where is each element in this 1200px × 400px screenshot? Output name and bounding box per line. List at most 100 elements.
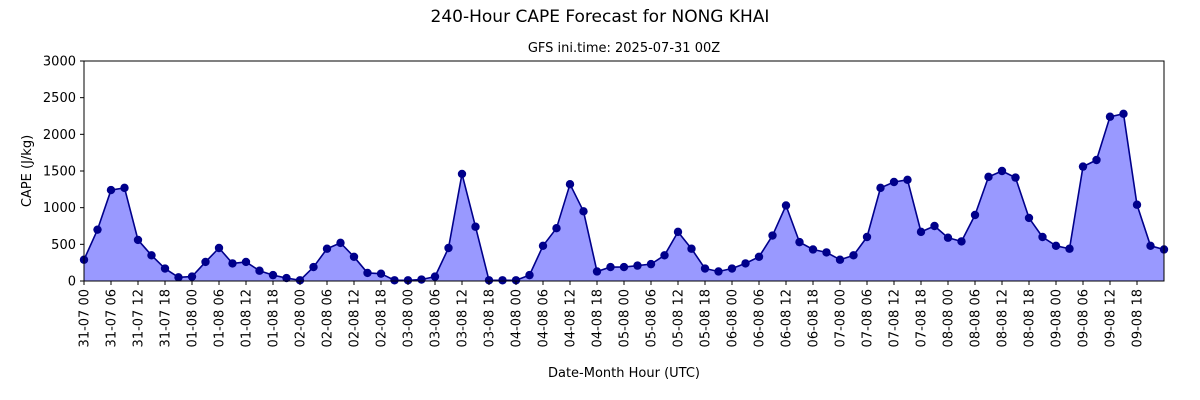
- data-point: [1011, 173, 1020, 182]
- x-tick-label: 03-08 18: [483, 289, 498, 347]
- x-tick-label: 01-08 18: [267, 289, 282, 347]
- data-point: [619, 262, 629, 272]
- chart-title: 240-Hour CAPE Forecast for NONG KHAI: [431, 7, 770, 27]
- data-point: [795, 237, 804, 247]
- data-point: [862, 232, 872, 242]
- data-point: [687, 244, 696, 253]
- data-point: [174, 273, 183, 282]
- data-point: [768, 231, 777, 240]
- data-point: [970, 210, 980, 220]
- x-tick-label: 31-07 00: [78, 289, 93, 347]
- data-point: [700, 264, 710, 273]
- x-tick-label: 31-07 06: [105, 289, 120, 347]
- data-point: [916, 227, 926, 237]
- x-tick-label: 01-08 06: [213, 289, 228, 347]
- y-axis: 0 500 1000 1500 2000 2500 3000: [43, 55, 84, 290]
- x-tick-label: 08-08 00: [942, 289, 957, 347]
- data-point: [808, 245, 818, 254]
- data-point: [363, 268, 372, 278]
- data-point: [147, 251, 156, 260]
- data-point: [1119, 109, 1128, 119]
- x-tick-label: 01-08 00: [186, 289, 201, 347]
- x-axis-label: Date-Month Hour (UTC): [548, 366, 700, 381]
- x-tick-label: 09-08 06: [1077, 289, 1092, 347]
- data-point: [376, 269, 386, 278]
- x-tick-label: 09-08 00: [1050, 289, 1065, 347]
- data-point: [1146, 241, 1155, 250]
- data-point: [835, 255, 845, 264]
- x-tick-label: 05-08 12: [672, 289, 687, 347]
- data-point: [133, 235, 143, 245]
- x-tick-label: 04-08 12: [564, 289, 579, 347]
- y-tick-label: 1000: [43, 201, 76, 216]
- data-point: [741, 259, 750, 268]
- data-point: [444, 243, 453, 253]
- data-point: [660, 251, 669, 260]
- data-point: [997, 166, 1007, 176]
- data-point: [336, 238, 345, 248]
- data-point: [282, 273, 291, 283]
- x-tick-label: 02-08 12: [348, 289, 363, 347]
- data-point: [498, 276, 507, 285]
- x-tick-label: 01-08 12: [240, 289, 255, 347]
- data-point: [1024, 213, 1034, 223]
- data-point: [646, 259, 656, 269]
- data-point: [876, 183, 885, 193]
- data-point: [457, 169, 467, 179]
- x-tick-label: 05-08 00: [618, 289, 633, 347]
- data-point: [390, 276, 399, 285]
- data-point: [201, 257, 210, 267]
- data-point: [957, 237, 966, 246]
- x-tick-label: 04-08 06: [537, 289, 552, 347]
- data-point: [538, 241, 548, 250]
- data-point: [633, 261, 642, 270]
- data-point: [1038, 232, 1047, 242]
- x-tick-label: 02-08 00: [294, 289, 309, 347]
- data-point: [160, 264, 170, 273]
- data-point: [349, 252, 359, 261]
- data-point: [106, 185, 116, 195]
- data-point: [187, 272, 197, 281]
- data-point: [781, 201, 791, 210]
- y-axis-label: CAPE (J/kg): [20, 135, 35, 207]
- data-point: [1105, 112, 1115, 121]
- x-tick-label: 05-08 06: [645, 289, 660, 347]
- x-tick-label: 07-08 00: [834, 289, 849, 347]
- data-point: [943, 233, 953, 242]
- data-point: [673, 227, 683, 237]
- x-tick-label: 08-08 12: [996, 289, 1011, 347]
- data-point: [511, 276, 521, 285]
- data-point: [592, 267, 602, 276]
- data-point: [484, 276, 494, 285]
- data-point: [1132, 200, 1142, 209]
- data-point: [579, 207, 588, 216]
- x-tick-label: 06-08 00: [726, 289, 741, 347]
- data-point: [295, 276, 305, 285]
- y-tick-label: 2000: [43, 128, 76, 143]
- data-point: [241, 257, 251, 267]
- plot-frame: [83, 60, 1165, 282]
- data-point: [1078, 162, 1088, 171]
- x-tick-label: 07-08 12: [888, 289, 903, 347]
- data-point: [1051, 241, 1061, 250]
- x-tick-label: 07-08 18: [915, 289, 930, 347]
- data-point: [727, 264, 737, 273]
- data-point: [903, 175, 912, 184]
- data-point: [822, 248, 831, 257]
- data-point: [268, 270, 278, 280]
- data-point: [309, 262, 318, 272]
- data-point: [93, 225, 102, 234]
- data-point: [714, 267, 723, 276]
- x-tick-label: 09-08 18: [1131, 289, 1146, 347]
- y-tick-label: 3000: [43, 55, 76, 70]
- data-point: [930, 221, 939, 231]
- x-tick-label: 04-08 18: [591, 289, 606, 347]
- x-tick-label: 08-08 06: [969, 289, 984, 347]
- data-point: [889, 177, 899, 187]
- y-tick-label: 1500: [43, 165, 76, 180]
- x-tick-label: 03-08 00: [402, 289, 417, 347]
- x-tick-label: 06-08 06: [753, 289, 768, 347]
- data-point: [120, 183, 129, 193]
- data-point: [322, 244, 332, 253]
